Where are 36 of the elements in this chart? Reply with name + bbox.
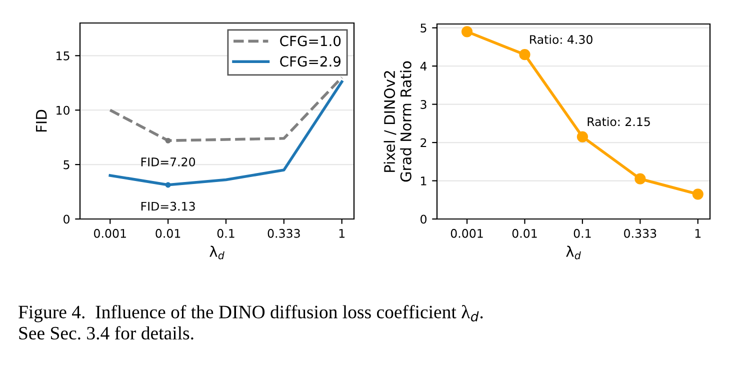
- y-tick-label: 1: [421, 176, 426, 186]
- x-tick-label: 0.001: [94, 228, 126, 238]
- x-tick-label: 0.1: [217, 228, 234, 238]
- x-tick-label: 0.333: [268, 228, 300, 238]
- y-tick-label: 3: [420, 100, 426, 109]
- y-tick-label: 0: [64, 214, 70, 224]
- text: Figure 4. Influence of the DINO diffusion loss coefficient λ$_{d}$. See Sec. 3.4 for details.: [18, 305, 483, 340]
- y-tick-label: 5: [64, 160, 70, 170]
- point: [461, 26, 473, 38]
- x-tick-label: 1: [339, 229, 344, 238]
- x-tick-label: 0.333: [624, 228, 656, 238]
- x-axis-title: λ$_{d}$: [566, 246, 581, 260]
- annotation: Ratio: 4.30: [530, 34, 592, 44]
- y-tick-label: 2: [420, 138, 426, 148]
- point: [576, 131, 588, 142]
- y-tick-label: 10: [56, 106, 70, 115]
- x-tick-label: 0.01: [156, 228, 180, 238]
- y-tick-label: 0: [420, 214, 426, 224]
- point: [692, 188, 704, 200]
- x-tick-label: 0.1: [574, 228, 591, 238]
- x-tick-label: 1: [695, 229, 701, 238]
- point: [634, 173, 646, 184]
- y-tick-label: 15: [56, 52, 70, 60]
- x-axis-title: λ$_{d}$: [210, 246, 224, 260]
- legend-label: CFG=2.9: [280, 56, 341, 67]
- x-tick-label: 0.001: [450, 228, 483, 238]
- annotation: FID=7.20: [141, 157, 196, 166]
- annotation: Ratio: 2.15: [588, 117, 650, 126]
- y-tick-label: 4: [420, 62, 427, 71]
- y-axis-title: Pixel / DINOv2 Grad Norm Ratio: [384, 61, 412, 182]
- x-tick-label: 0.01: [512, 228, 537, 238]
- y-axis-title: FID: [36, 110, 47, 132]
- y-tick-label: 5: [420, 24, 426, 32]
- point: [519, 49, 530, 60]
- annotation: FID=3.13: [141, 202, 195, 211]
- legend-label: CFG=1.0: [280, 36, 341, 46]
